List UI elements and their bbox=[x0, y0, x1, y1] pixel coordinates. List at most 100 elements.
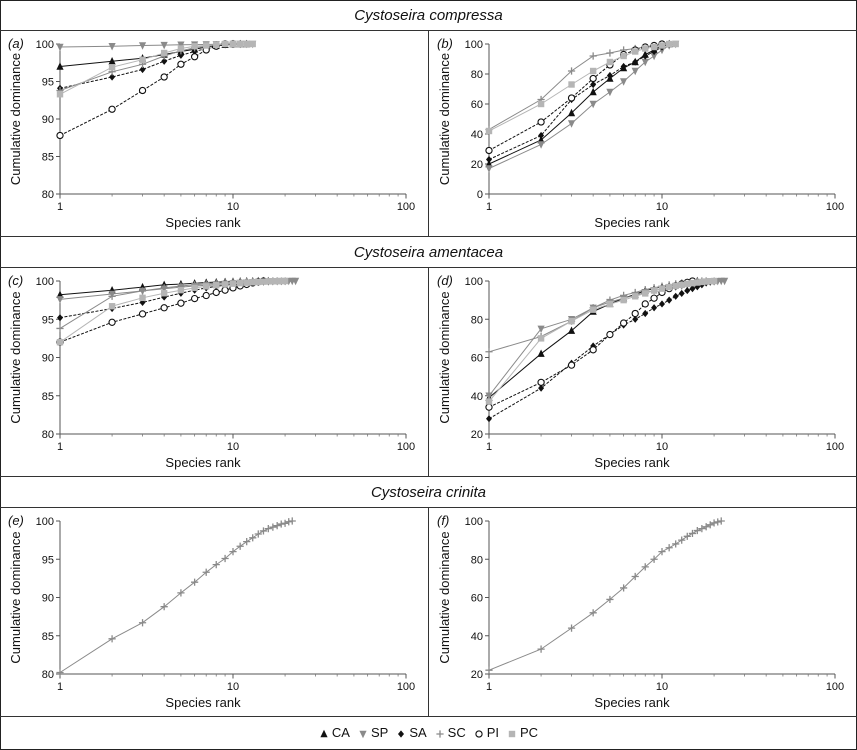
x-axis-label: Species rank bbox=[594, 695, 670, 710]
x-tick-label: 1 bbox=[486, 441, 492, 453]
y-tick-label: 95 bbox=[42, 554, 54, 566]
section-title-crinita: Cystoseira crinita bbox=[370, 484, 487, 501]
series-pc bbox=[56, 40, 256, 98]
legend-item-sc: SC bbox=[435, 725, 466, 740]
series-line-sp bbox=[488, 280, 725, 397]
data-point-sc bbox=[249, 534, 257, 542]
data-point-ca bbox=[567, 326, 576, 334]
data-point-pc bbox=[672, 40, 679, 48]
series-line-sa bbox=[488, 280, 715, 420]
series-line-sa bbox=[59, 43, 241, 89]
data-point-sp bbox=[720, 277, 729, 286]
data-point-pc bbox=[537, 100, 545, 108]
data-point-pc bbox=[694, 279, 701, 286]
data-point-pi bbox=[537, 118, 545, 126]
data-point-sa bbox=[642, 309, 649, 318]
data-point-sc bbox=[236, 542, 244, 550]
y-tick-label: 100 bbox=[36, 516, 54, 528]
divider-line bbox=[0, 476, 857, 477]
data-point-sc bbox=[229, 548, 237, 556]
data-point-sc bbox=[138, 287, 147, 295]
data-point-sc bbox=[706, 521, 714, 529]
data-point-pc bbox=[221, 281, 229, 288]
chart-panel-f: (f) 20 40 60 80 100 1 10 100 Species rank Cumulati… bbox=[437, 513, 844, 710]
data-point-sp bbox=[650, 52, 658, 61]
y-tick-label: 80 bbox=[471, 314, 483, 326]
data-point-sc bbox=[678, 536, 686, 544]
data-point-sc bbox=[698, 525, 706, 533]
data-point-pc bbox=[698, 278, 706, 286]
data-point-sa bbox=[620, 62, 627, 71]
y-tick-label: 60 bbox=[471, 593, 483, 605]
data-point-pc bbox=[203, 42, 210, 49]
legend-marker-ca bbox=[320, 729, 328, 738]
data-point-sc bbox=[714, 518, 722, 526]
x-tick-label: 10 bbox=[656, 441, 668, 453]
data-point-sa bbox=[191, 47, 198, 56]
data-point-sc bbox=[665, 544, 673, 552]
data-point-sp bbox=[138, 42, 147, 50]
series-pi bbox=[485, 277, 697, 411]
data-point-pc bbox=[702, 278, 710, 285]
divider-line bbox=[428, 267, 429, 476]
series-line-pi bbox=[488, 280, 693, 408]
data-point-pc bbox=[650, 287, 658, 294]
chart-panel-c: (c) 80 85 90 95 100 1 10 100 Species rank Cumulati… bbox=[8, 273, 415, 470]
y-tick-label: 100 bbox=[465, 276, 483, 288]
y-tick-label: 85 bbox=[42, 391, 54, 403]
y-tick-label: 85 bbox=[42, 152, 54, 164]
series-sp bbox=[485, 277, 729, 400]
data-point-sp bbox=[620, 78, 628, 86]
data-point-pc bbox=[589, 306, 597, 313]
data-point-sc bbox=[56, 668, 64, 677]
data-point-sc bbox=[485, 666, 493, 674]
data-point-pc bbox=[632, 48, 639, 55]
data-point-sp bbox=[177, 41, 185, 49]
data-point-pi bbox=[108, 105, 116, 113]
y-tick-label: 95 bbox=[42, 77, 54, 89]
data-point-pi bbox=[177, 60, 185, 68]
data-point-pc bbox=[665, 40, 673, 48]
data-point-sc bbox=[138, 619, 147, 627]
data-point-pc bbox=[642, 290, 649, 297]
data-point-pi bbox=[641, 300, 649, 308]
data-point-pi bbox=[221, 286, 229, 294]
data-point-sc bbox=[269, 523, 277, 531]
data-point-sc bbox=[658, 548, 666, 556]
legend-label: PC bbox=[520, 725, 539, 741]
series-line-sc bbox=[488, 280, 707, 353]
chart-panel-a: (a) 80 85 90 95 100 1 10 100 Species rank Cumulati… bbox=[8, 36, 415, 230]
data-point-sa bbox=[606, 71, 613, 80]
data-point-sp bbox=[56, 296, 64, 304]
series-line-sc bbox=[488, 520, 722, 671]
x-tick-label: 1 bbox=[57, 441, 63, 453]
data-point-pc bbox=[160, 290, 168, 297]
x-tick-label: 10 bbox=[227, 441, 239, 453]
data-point-pc bbox=[632, 293, 639, 300]
y-tick-label: 40 bbox=[471, 631, 483, 643]
legend-label: PI bbox=[486, 725, 500, 741]
legend-marker-sc bbox=[436, 730, 444, 738]
chart-panel-e: (e) 80 85 90 95 100 1 10 100 Species rank Cumulati… bbox=[8, 513, 415, 710]
legend-marker-icon bbox=[359, 730, 367, 739]
y-tick-label: 40 bbox=[471, 391, 483, 403]
y-tick-label: 100 bbox=[465, 39, 483, 51]
data-point-sc bbox=[108, 635, 116, 643]
data-point-sc bbox=[567, 624, 576, 632]
data-point-sa bbox=[689, 285, 696, 293]
legend-item-pi: PI bbox=[474, 725, 499, 740]
data-point-sp bbox=[56, 43, 64, 52]
x-tick-label: 10 bbox=[656, 201, 668, 213]
data-point-pc bbox=[707, 277, 714, 285]
data-point-pc bbox=[620, 296, 627, 304]
data-point-sc bbox=[281, 519, 289, 527]
y-tick-label: 80 bbox=[471, 69, 483, 81]
data-point-pc bbox=[203, 283, 210, 290]
legend-label: SC bbox=[447, 725, 466, 741]
y-axis-label: Cumulative dominance bbox=[8, 291, 23, 423]
data-point-pc bbox=[485, 127, 493, 135]
data-point-sa bbox=[161, 57, 168, 65]
series-pc bbox=[485, 277, 718, 405]
data-point-pc bbox=[229, 40, 237, 48]
data-point-ca bbox=[56, 62, 64, 70]
